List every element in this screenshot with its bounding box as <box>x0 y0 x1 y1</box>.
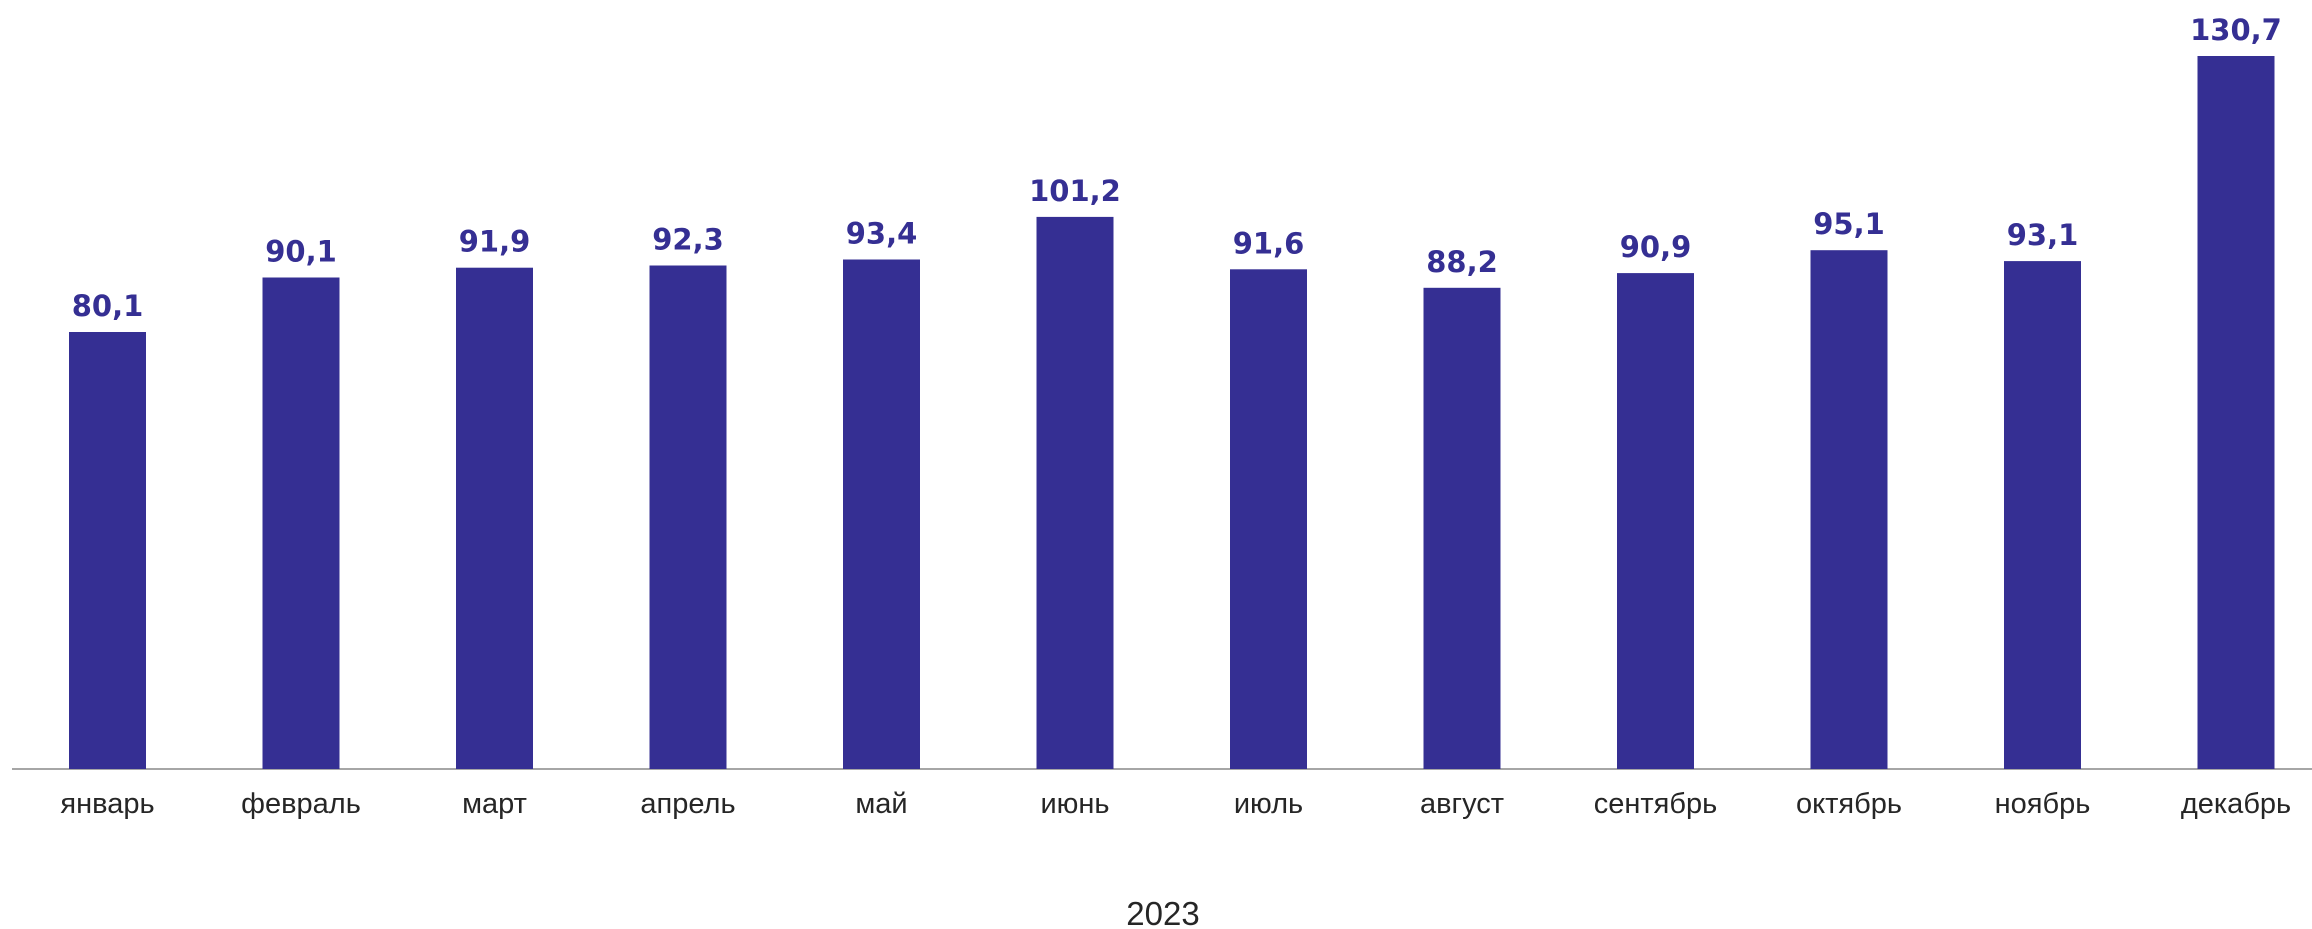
value-label-6: 101,2 <box>1029 174 1121 208</box>
bar-4 <box>649 265 727 769</box>
bar-3 <box>456 267 533 769</box>
bar-6 <box>1036 216 1114 769</box>
category-label-2: февраль <box>241 788 361 820</box>
category-labels-group: январь февраль март апрель май июнь июль август… <box>60 788 2291 820</box>
bar-8 <box>1423 287 1501 769</box>
value-label-3: 91,9 <box>459 225 531 259</box>
value-label-8: 88,2 <box>1426 245 1498 279</box>
bar-12 <box>2197 56 2275 769</box>
value-label-5: 93,4 <box>846 217 918 251</box>
value-label-9: 90,9 <box>1620 230 1692 264</box>
bar-1 <box>69 332 146 769</box>
category-label-3: март <box>462 788 527 820</box>
category-label-4: апрель <box>640 788 735 820</box>
category-label-10: октябрь <box>1796 788 1902 820</box>
category-label-7: июль <box>1234 788 1303 820</box>
category-label-9: сентябрь <box>1594 788 1717 820</box>
bar-9 <box>1617 273 1694 769</box>
bar-10 <box>1810 250 1888 769</box>
value-label-4: 92,3 <box>652 223 724 257</box>
value-label-12: 130,7 <box>2190 13 2282 47</box>
value-label-11: 93,1 <box>2007 218 2079 252</box>
bar-7 <box>1230 269 1307 769</box>
category-label-12: декабрь <box>2181 788 2291 820</box>
bar-5 <box>843 259 920 769</box>
category-label-6: июнь <box>1040 788 1109 820</box>
bars-group <box>69 56 2275 769</box>
value-labels-group: 80,1 90,1 91,9 92,3 93,4 101,2 91,6 88,2 90,9 95,… <box>72 13 2282 323</box>
value-label-10: 95,1 <box>1813 207 1885 241</box>
value-label-1: 80,1 <box>72 289 144 323</box>
category-label-8: август <box>1420 788 1504 820</box>
category-label-5: май <box>855 788 907 820</box>
bar-11 <box>2004 261 2081 769</box>
value-label-7: 91,6 <box>1233 226 1305 260</box>
category-label-1: январь <box>60 788 154 820</box>
bar-2 <box>262 277 340 769</box>
x-axis-title: 2023 <box>1126 895 1199 929</box>
category-label-11: ноябрь <box>1995 788 2091 820</box>
value-label-2: 90,1 <box>265 235 337 269</box>
